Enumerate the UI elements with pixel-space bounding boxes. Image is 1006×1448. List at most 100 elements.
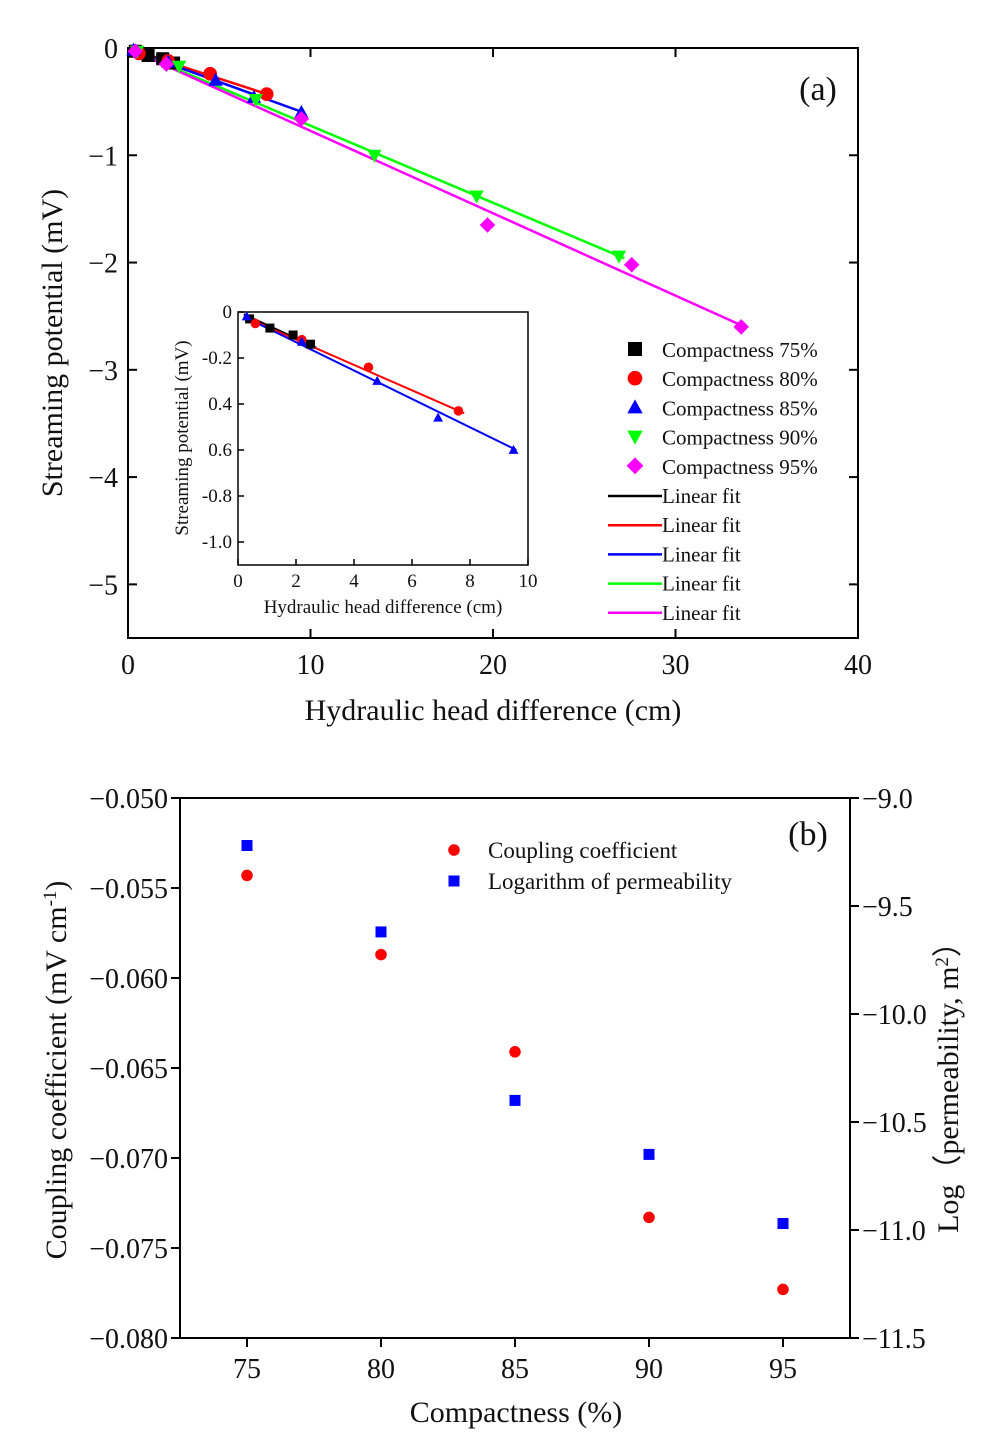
inset-y-tick-label: -0.8 [202,486,232,507]
panel-a: 0 10 20 30 400−1−2−3−4−5 (a) Hydraulic head … [36,34,872,727]
y-tick-label: −4 [88,463,118,494]
data-point [611,250,627,264]
legend-marker [627,399,643,414]
x-tick-label: 80 [367,1354,395,1385]
y-tick-label: −1 [88,141,118,172]
inset-fit-line [243,315,465,415]
panel-a-inset: 0 2 4 6 8 10 0 -0.2 0.4 0.6 -0.8 -1.0 Hydraulic hea… [172,302,538,618]
data-point [643,1148,655,1160]
legend-label: Compactness 95% [662,455,818,479]
legend-label: Linear fit [662,542,741,566]
data-point [293,111,310,127]
inset-y-axis-label: Streaming potential (mV) [172,340,193,535]
inset-data-point [363,362,374,372]
data-point [777,1283,789,1296]
panel-a-points [126,42,749,335]
data-point [733,319,749,335]
x-tick-label: 10 [297,650,325,681]
panel-a-legend: Compactness 75% Compactness 80% Compactnes… [608,338,818,625]
panel-a-y-axis-label: Streaming potential (mV) [36,189,69,497]
y2-tick-label: −10.0 [862,1000,927,1031]
panel-b-y2-axis-label-main: Log（permeability, m [932,967,965,1233]
data-point [248,93,263,107]
x-tick-label: 30 [662,650,690,681]
legend-label: Compactness 90% [662,426,818,450]
legend-label: Linear fit [662,572,741,596]
data-point [777,1218,789,1230]
legend-marker [627,430,643,445]
inset-y-tick-label: -0.2 [202,348,232,369]
legend-label: Linear fit [662,601,741,625]
inset-x-tick-label: 8 [465,571,475,592]
panel-b-y-axis-label: Coupling coefficient (mV cm-1) [40,881,74,1260]
legend-label: Compactness 80% [662,367,818,391]
y-tick-label: −0.060 [89,964,168,995]
legend-marker [448,844,460,856]
legend-marker [626,457,644,475]
inset-y-tick-label: 0.6 [208,440,232,461]
data-point [259,87,274,101]
y-tick-label: −0.075 [89,1234,168,1265]
panel-b-y2-axis-label: Log（permeability, m2） [932,927,966,1233]
inset-x-axis-label: Hydraulic head difference (cm) [264,597,503,618]
inset-frame [237,311,529,566]
panel-a-axis-ticks: 0 10 20 30 400−1−2−3−4−5 [88,34,872,681]
y2-tick-label: −11.5 [862,1324,926,1355]
panel-a-label: (a) [799,71,837,108]
inset-y-tick-label: 0.4 [208,394,232,415]
inset-points [241,311,519,454]
inset-data-point [508,444,519,454]
data-point [241,869,253,882]
legend-label: Logarithm of permeability [488,869,732,894]
panel-b-y-axis-label-sup: -1 [40,891,61,907]
y-tick-label: −0.070 [89,1144,168,1175]
panel-b-y2-axis-label-end: ） [932,927,965,957]
data-point [171,60,187,74]
legend-label: Linear fit [662,484,741,508]
panel-a-x-axis-label: Hydraulic head difference (cm) [305,694,682,727]
panel-b-axis-ticks: 75 80 85 90 95 −0.050 −0.055 −0.060 −0.065 −0.070… [89,784,927,1385]
inset-data-point [372,375,383,385]
y-tick-label: 0 [104,34,118,65]
y2-tick-label: −9.5 [862,892,913,923]
panel-b-y-axis-label-end: ) [40,881,73,891]
data-point [208,72,223,86]
y2-tick-label: −9.0 [862,784,913,815]
panel-b-y2-axis-label-sup: 2 [932,957,953,967]
y2-tick-label: −10.5 [862,1108,927,1139]
x-tick-label: 75 [233,1354,261,1385]
data-point [241,840,253,852]
panel-b: 75 80 85 90 95 −0.050 −0.055 −0.060 −0.065 −0.070… [40,784,966,1429]
panel-b-points [241,840,789,1296]
inset-data-point [433,412,444,422]
inset-x-tick-label: 4 [349,571,359,592]
inset-data-point [453,406,464,416]
panel-b-x-axis-label: Compactness (%) [410,1396,622,1429]
data-point [623,256,640,273]
y-tick-label: −0.050 [89,784,168,815]
inset-data-point [250,318,261,329]
y-tick-label: −2 [88,249,118,280]
x-tick-label: 90 [635,1354,663,1385]
legend-label: Compactness 85% [662,396,818,420]
inset-x-tick-label: 2 [291,571,301,592]
data-point [127,43,144,60]
legend-marker [627,370,643,386]
data-point [509,1094,521,1106]
inset-data-point [306,339,315,349]
x-tick-label: 0 [121,650,135,681]
inset-x-tick-label: 6 [407,571,417,592]
data-point [509,1046,521,1058]
inset-data-point [296,336,307,346]
inset-y-tick-label: 0 [223,302,233,323]
data-point [375,926,387,938]
legend-label: Coupling coefficient [488,838,678,863]
inset-data-point [288,330,298,340]
data-point [158,56,175,72]
y-tick-label: −5 [88,570,118,601]
inset-data-point [241,311,252,321]
panel-b-frame [179,797,851,1339]
y-tick-label: −0.080 [89,1324,168,1355]
data-point [479,217,496,233]
